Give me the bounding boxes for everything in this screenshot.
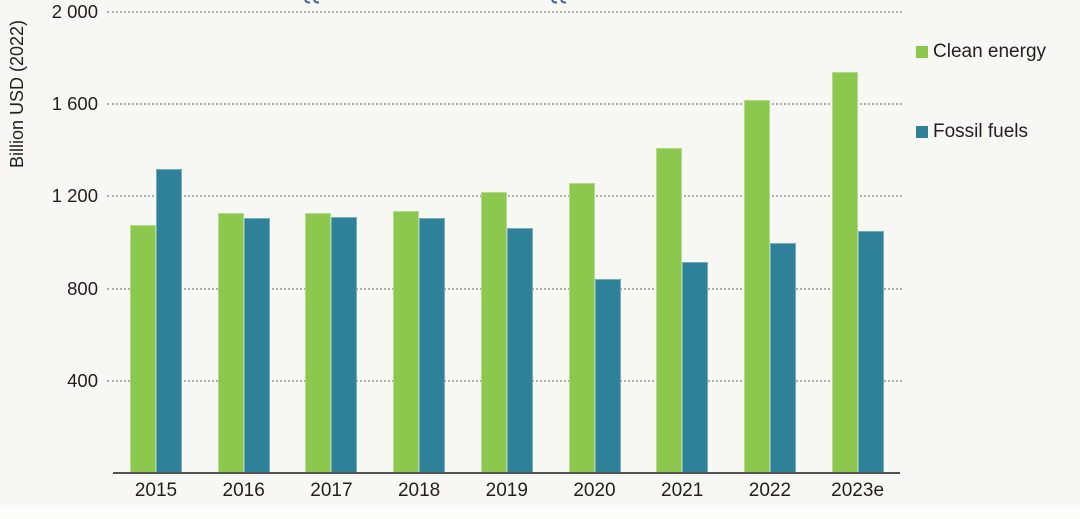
cropped-text-fragment-icon <box>303 0 320 5</box>
x-tick-label-2017: 2017 <box>310 480 353 501</box>
y-axis-title: Billion USD (2022) <box>7 19 27 169</box>
x-tick-label-2021: 2021 <box>661 480 704 501</box>
y-tick-label-1200: 1 200 <box>51 185 98 207</box>
bar-clean-energy-2019 <box>480 191 507 473</box>
cropped-text-fragment-icon <box>550 0 567 5</box>
x-axis-line <box>113 472 900 474</box>
bar-fossil-fuels-2017 <box>331 217 358 473</box>
legend-label: Clean energy <box>933 41 1047 62</box>
bar-fossil-fuels-2016 <box>243 218 270 473</box>
x-tick-label-2022: 2022 <box>748 480 792 501</box>
gridline-2000 <box>107 11 902 13</box>
bar-clean-energy-2018 <box>393 211 420 473</box>
y-tick-label-2000: 2 000 <box>51 1 98 22</box>
legend-color-swatch-fossil-fuels <box>916 126 928 138</box>
bar-clean-energy-2015 <box>130 225 156 473</box>
legend-label: Fossil fuels <box>933 121 1029 142</box>
bar-fossil-fuels-2015 <box>156 168 182 473</box>
x-tick-label-2016: 2016 <box>222 480 265 501</box>
x-tick-label-2018: 2018 <box>397 480 441 501</box>
bar-clean-energy-2021 <box>656 147 683 473</box>
gridline-1600 <box>107 103 902 106</box>
legend-item-fossil-fuels: Fossil fuels <box>916 121 1028 143</box>
bar-fossil-fuels-2018 <box>419 218 446 473</box>
bar-clean-energy-2017 <box>305 212 332 473</box>
bar-clean-energy-2020 <box>568 182 595 473</box>
bar-fossil-fuels-2019 <box>506 227 533 473</box>
y-tick-label-800: 800 <box>67 277 98 299</box>
legend-color-swatch-clean-energy <box>916 46 928 58</box>
x-tick-label-2019: 2019 <box>485 480 528 501</box>
bar-fossil-fuels-2021 <box>682 262 709 473</box>
bar-clean-energy-2023e <box>831 71 858 473</box>
legend-item-clean-energy: Clean energy <box>916 41 1046 63</box>
x-tick-label-2015: 2015 <box>134 480 178 501</box>
x-tick-label-2020: 2020 <box>573 480 616 501</box>
bar-clean-energy-2016 <box>217 212 244 473</box>
bar-clean-energy-2022 <box>743 99 770 473</box>
bar-fossil-fuels-2020 <box>594 279 621 473</box>
bar-fossil-fuels-2022 <box>769 242 796 473</box>
y-tick-label-1600: 1 600 <box>51 93 98 115</box>
bar-fossil-fuels-2023e <box>857 230 884 473</box>
bottom-margin <box>0 505 1080 519</box>
y-tick-label-400: 400 <box>67 369 98 391</box>
x-tick-label-2023e: 2023e <box>831 480 885 501</box>
